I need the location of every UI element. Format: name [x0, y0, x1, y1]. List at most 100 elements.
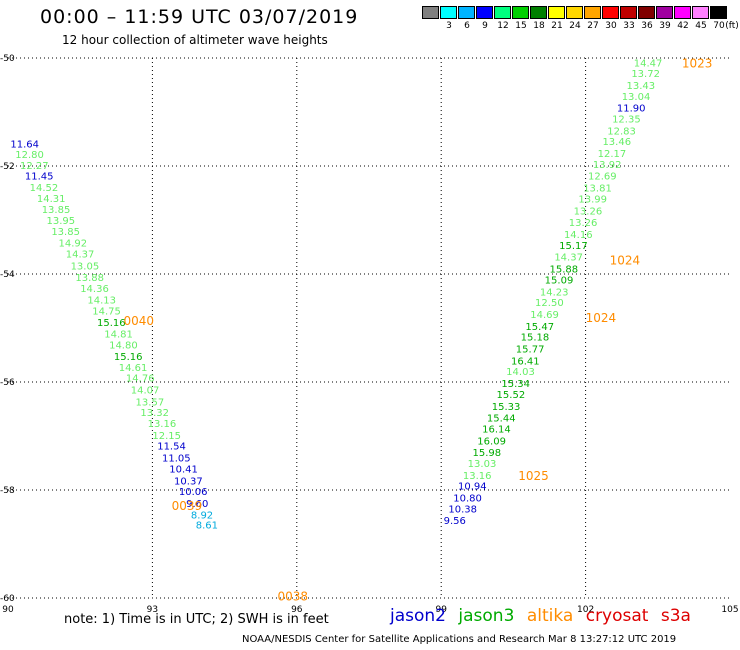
track-time-label: 1025 — [518, 469, 549, 483]
wave-height-value: 15.98 — [472, 448, 501, 459]
colorbar-label: 45 — [695, 21, 707, 31]
wave-height-value: 13.05 — [71, 261, 100, 272]
wave-height-value: 13.92 — [593, 160, 622, 171]
wave-height-value: 10.37 — [174, 476, 203, 487]
colorbar-swatch — [692, 6, 709, 19]
colorbar-label: 39 — [659, 21, 671, 31]
colorbar-label: 70 — [713, 21, 725, 31]
wave-height-value: 15.77 — [516, 345, 545, 356]
legend-s3a: s3a — [660, 606, 691, 626]
lon-tick-label: 90 — [2, 605, 14, 615]
wave-height-value: 15.33 — [492, 402, 521, 413]
lat-tick-label: -50 — [0, 54, 15, 64]
track-time-label: 0040 — [124, 314, 155, 328]
wave-height-value: 15.88 — [550, 265, 579, 276]
colorbar-swatch — [476, 6, 493, 19]
wave-height-value: 10.41 — [169, 464, 198, 475]
lon-tick-label: 96 — [291, 605, 303, 615]
wave-height-value: 13.57 — [136, 397, 165, 408]
colorbar-swatch — [566, 6, 583, 19]
colorbar-swatch — [602, 6, 619, 19]
wave-height-value: 12.35 — [612, 114, 641, 125]
wave-height-value: 11.45 — [25, 172, 54, 183]
satellite-legend: jason2 jason3 altika cryosat s3a — [390, 606, 698, 626]
lon-tick-label: 105 — [721, 605, 738, 615]
legend-jason3: jason3 — [458, 606, 515, 626]
wave-height-value: 12.50 — [535, 298, 564, 309]
wave-height-value: 14.36 — [80, 284, 109, 295]
track-time-label: 1024 — [610, 253, 641, 267]
wave-height-value: 10.06 — [179, 487, 208, 498]
wave-height-value: 15.52 — [497, 390, 526, 401]
wave-height-value: 11.05 — [162, 454, 191, 465]
legend-cryosat: cryosat — [585, 606, 649, 626]
colorbar-label: 12 — [497, 21, 509, 31]
wave-height-value: 15.44 — [487, 414, 516, 425]
wave-height-value: 12.27 — [20, 161, 49, 172]
wave-height-value: 13.85 — [51, 227, 80, 238]
colorbar-swatch — [710, 6, 727, 19]
wave-height-value: 13.99 — [578, 194, 607, 205]
colorbar-label: 27 — [587, 21, 599, 31]
colorbar-label: 18 — [533, 21, 545, 31]
track-time-label: 0038 — [278, 589, 309, 603]
wave-height-value: 12.69 — [588, 172, 617, 183]
colorbar-swatch — [584, 6, 601, 19]
colorbar-label: 21 — [551, 21, 563, 31]
track-time-label: 0039 — [172, 499, 203, 513]
colorbar-label: 42 — [677, 21, 689, 31]
wave-height-value: 13.72 — [631, 69, 660, 80]
lat-tick-label: -60 — [0, 594, 15, 604]
lat-tick-label: -56 — [0, 378, 15, 388]
colorbar-unit: (ft) — [725, 21, 739, 31]
colorbar-label: 6 — [464, 21, 470, 31]
wave-height-value: 15.34 — [501, 379, 530, 390]
colorbar-label: 24 — [569, 21, 581, 31]
wave-height-value: 13.03 — [468, 459, 497, 470]
colorbar-swatch — [494, 6, 511, 19]
wave-height-value: 13.04 — [622, 92, 651, 103]
track-time-label: 1023 — [682, 56, 713, 70]
wave-height-value: 13.46 — [602, 137, 631, 148]
credit-footer: NOAA/NESDIS Center for Satellite Applica… — [242, 634, 677, 645]
wave-height-value: 10.94 — [458, 482, 487, 493]
wave-height-value: 14.52 — [30, 183, 59, 194]
wave-height-value: 13.95 — [47, 216, 76, 227]
wave-height-value: 14.37 — [66, 249, 95, 260]
wave-height-value: 14.03 — [506, 367, 535, 378]
colorbar-label: 36 — [641, 21, 653, 31]
wave-height-value: 13.32 — [140, 408, 169, 419]
footnote: note: 1) Time is in UTC; 2) SWH is in fe… — [64, 612, 329, 627]
colorbar-swatch — [458, 6, 475, 19]
wave-height-value: 11.64 — [10, 139, 39, 150]
wave-height-value: 13.26 — [574, 206, 603, 217]
wave-height-value: 8.61 — [196, 521, 218, 532]
wave-height-value: 14.47 — [634, 58, 663, 69]
lon-tick-label: 93 — [147, 605, 158, 615]
legend-jason2: jason2 — [390, 606, 446, 626]
wave-height-value: 13.88 — [75, 273, 104, 284]
wave-height-value: 10.80 — [453, 494, 482, 505]
wave-height-value: 14.37 — [554, 253, 583, 264]
colorbar-label: 3 — [446, 21, 452, 31]
wave-height-value: 14.81 — [104, 329, 133, 340]
wave-height-value: 14.80 — [109, 341, 138, 352]
lat-tick-label: -54 — [0, 270, 15, 280]
wave-height-value: 14.61 — [119, 363, 148, 374]
wave-height-value: 14.07 — [131, 386, 160, 397]
wave-height-value: 16.41 — [511, 356, 540, 367]
wave-height-value: 13.81 — [583, 184, 612, 195]
wave-height-value: 11.54 — [157, 442, 186, 453]
map-title: 00:00 – 11:59 UTC 03/07/2019 — [40, 6, 359, 28]
wave-height-value: 12.80 — [15, 150, 44, 161]
wave-height-value: 12.17 — [598, 149, 627, 160]
wave-height-value: 13.26 — [569, 218, 598, 229]
wave-height-value: 15.47 — [525, 322, 554, 333]
colorbar-swatch — [638, 6, 655, 19]
wave-height-value: 16.09 — [477, 436, 506, 447]
colorbar-swatch — [440, 6, 457, 19]
wave-height-value: 14.31 — [37, 194, 66, 205]
wave-height-value: 15.16 — [97, 318, 126, 329]
lat-tick-label: -52 — [0, 162, 15, 172]
